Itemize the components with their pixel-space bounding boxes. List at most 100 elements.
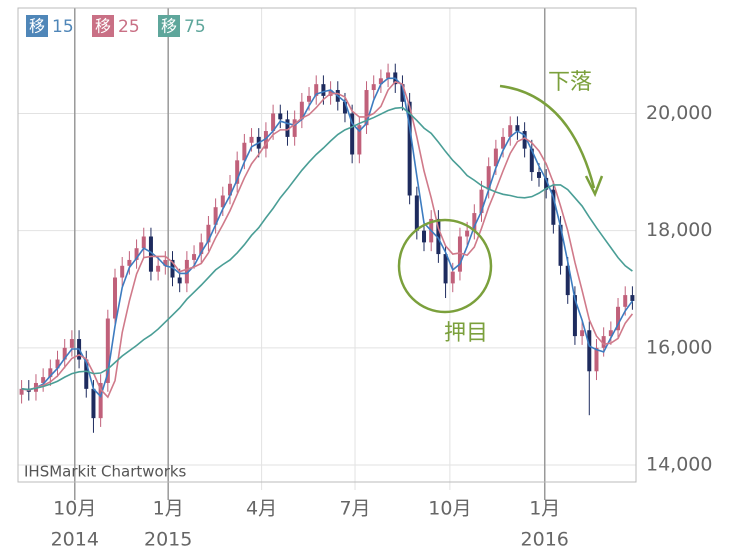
candle-body [141, 236, 146, 249]
y-tick-label: 16,000 [646, 336, 712, 358]
candle-body [113, 277, 118, 319]
candle-body [457, 236, 462, 272]
moving-average-line [21, 106, 633, 391]
candle-body [436, 218, 441, 255]
x-tick-year: 2015 [144, 529, 192, 551]
candle-body [134, 248, 139, 260]
candle-body [220, 195, 225, 208]
source: IHSMarkit Chartworks [24, 463, 187, 481]
candle-body [84, 359, 89, 389]
x-tick-label: 10月 [53, 498, 96, 520]
candle-body [378, 78, 383, 85]
candle-body [536, 172, 541, 178]
candle-body [163, 259, 168, 266]
candle-body [623, 295, 628, 307]
marks [19, 63, 635, 433]
candle-body [529, 148, 534, 173]
candle-body [616, 306, 621, 331]
x-tick-label: 4月 [246, 498, 277, 520]
candle-body [551, 189, 556, 225]
candle-body [544, 177, 549, 190]
moving-average-line [21, 77, 634, 399]
candle-body [242, 142, 247, 161]
candle-body [105, 318, 110, 383]
legend-label: 15 [52, 17, 74, 37]
candle-body [271, 113, 276, 132]
candle-body [299, 101, 304, 120]
candle-body [192, 254, 197, 260]
legend-badge [92, 15, 114, 37]
candle-body [587, 330, 592, 372]
candle-body [350, 113, 355, 155]
candle-body [69, 339, 74, 348]
candle-body [501, 136, 506, 149]
candle-body [515, 125, 520, 132]
candle-body [479, 189, 484, 214]
candle-body [493, 148, 498, 167]
candle-body [48, 368, 53, 378]
candle-body [386, 72, 391, 79]
candle-body [98, 382, 103, 419]
candle-body [263, 131, 268, 149]
y-tick-label: 18,000 [646, 219, 712, 241]
candle-body [249, 136, 254, 143]
candle-body [41, 377, 46, 383]
candle-body [285, 119, 290, 137]
candle-body [170, 259, 175, 278]
candle-body [177, 277, 182, 284]
candle-body [422, 230, 427, 243]
candle-body [91, 388, 96, 419]
x-tick-year: 2014 [51, 529, 99, 551]
candle-body [630, 295, 635, 301]
candle-body [594, 347, 599, 372]
candle-body [443, 254, 448, 284]
candle-body [407, 101, 412, 196]
candle-body [565, 265, 570, 296]
candle-body [522, 131, 527, 149]
annotation: 下落 [548, 70, 592, 95]
arrow-head [584, 175, 604, 198]
legend-badge [158, 15, 180, 37]
candle-body [508, 125, 513, 137]
annotation: 押目 [444, 321, 488, 346]
legend-badge-text: 移 [29, 17, 45, 36]
candle-body [127, 259, 132, 266]
legend: 移 15 移 25 移 75 [26, 15, 206, 37]
legend-badge-text: 移 [161, 17, 177, 36]
candle-body [206, 224, 211, 243]
y-tick-label: 14,000 [646, 454, 712, 476]
x-tick-year: 2016 [521, 529, 569, 551]
candle-body [572, 295, 577, 337]
candle-body [601, 336, 606, 348]
moving-average-line [21, 80, 634, 399]
candle-body [414, 195, 419, 231]
candle-body [184, 259, 189, 284]
candle-body [342, 101, 347, 114]
circle-annotation [397, 218, 493, 314]
candle-body [608, 330, 613, 337]
candle-body [120, 265, 125, 278]
candle-body [307, 95, 312, 102]
candle-body [400, 84, 405, 102]
x-tick-label: 1月 [153, 498, 184, 520]
x-tick-label: 1月 [529, 498, 560, 520]
grid [18, 8, 636, 500]
legend-label: 25 [118, 17, 140, 37]
candle-body [19, 388, 24, 395]
candle-body [62, 347, 67, 360]
candle-body [314, 84, 319, 96]
candle-body [227, 183, 232, 196]
candle-body [235, 160, 240, 184]
candle-body [213, 207, 218, 225]
candle-body [292, 119, 297, 137]
candle-body [156, 265, 161, 272]
candle-body [321, 84, 326, 96]
x-tick-label: 10月 [428, 498, 471, 520]
plot-border [17, 7, 637, 483]
candle-body [472, 213, 477, 231]
candle-body [450, 271, 455, 284]
candle-body [148, 236, 153, 272]
candle-body [465, 230, 470, 237]
y-tick-label: 20,000 [646, 102, 712, 124]
candle-body [278, 113, 283, 120]
